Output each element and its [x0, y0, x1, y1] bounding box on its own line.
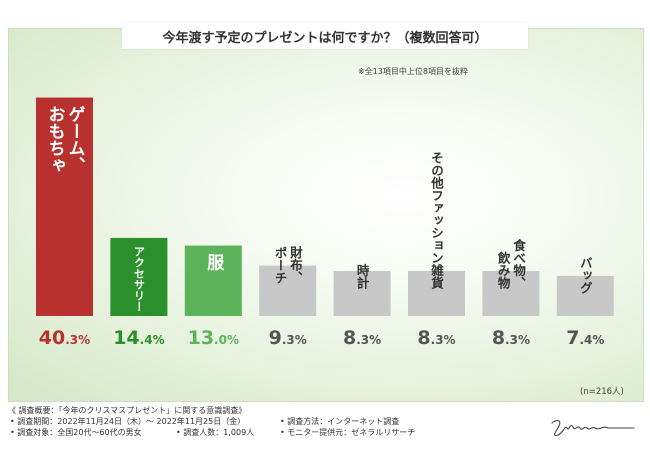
- bar-0: [36, 97, 93, 316]
- bar-label-line: ゲーム、: [65, 106, 86, 174]
- value-integer: 8: [343, 327, 356, 349]
- value-integer: 7: [566, 327, 579, 349]
- chart-note: ※全13項目中上位8項目を抜粋: [358, 67, 468, 76]
- survey-target: • 調査対象：全国20代～60代の男女: [10, 428, 142, 437]
- bar-label-line: 食べ物、: [511, 238, 526, 289]
- survey-count: • 調査人数：1,009人: [176, 428, 255, 437]
- bar-3: [259, 265, 317, 316]
- value-label-3: 9.3%: [269, 327, 307, 349]
- value-integer: 13: [188, 327, 214, 349]
- bar-2: [184, 245, 242, 316]
- value-label-6: 8.3%: [492, 327, 530, 349]
- bar-label-5: その他ファッション雑貨: [429, 152, 444, 290]
- bar-label-line: 時計: [355, 263, 370, 290]
- value-label-1: 14.4%: [113, 327, 164, 349]
- survey-name: 《 調査概要：「今年のクリスマスプレゼント」に関する意識調査》: [8, 406, 247, 415]
- sample-size-label: (n=216人): [580, 387, 624, 397]
- survey-method: • 調査方法：インターネット調査: [280, 417, 400, 426]
- bar-label-3: 財布、ポーチ: [272, 245, 303, 284]
- bar-label-line: 飲み物: [496, 251, 511, 290]
- chart-panel: [8, 28, 644, 402]
- survey-provider: • モニター提供元：ゼネラルリサーチ: [280, 428, 416, 437]
- value-integer: 8: [492, 327, 505, 349]
- bar-1: [110, 237, 168, 316]
- bar-label-line: 服: [203, 253, 224, 271]
- bar-label-line: バッグ: [578, 256, 593, 294]
- bar-label-7: バッグ: [578, 256, 593, 294]
- value-integer: 40: [39, 327, 65, 349]
- value-integer: 14: [113, 327, 139, 349]
- bar-label-line: おもちゃ: [45, 106, 65, 174]
- bar-label-2: 服: [203, 253, 224, 271]
- value-decimal: .4%: [579, 333, 604, 347]
- value-label-0: 40.3%: [39, 327, 90, 349]
- bar-7: [556, 275, 614, 316]
- bar-4: [333, 271, 391, 316]
- survey-period: • 調査期間：2022年11月24日（木）～ 2022年11月25日（金）: [10, 417, 246, 426]
- bar-label-line: その他ファッション雑貨: [429, 152, 444, 290]
- value-label-7: 7.4%: [566, 327, 604, 349]
- bar-5: [408, 271, 465, 316]
- bar-label-4: 時計: [355, 263, 370, 290]
- bar-label-line: 財布、: [288, 245, 303, 284]
- bar-label-line: アクセサリー: [132, 246, 145, 312]
- value-label-2: 13.0%: [188, 327, 239, 349]
- bar-label-1: アクセサリー: [132, 246, 145, 312]
- value-decimal: .3%: [65, 333, 90, 347]
- bar-label-line: ポーチ: [272, 245, 287, 284]
- value-decimal: .0%: [214, 333, 239, 347]
- bar-6: [482, 271, 540, 316]
- bar-label-6: 食べ物、飲み物: [496, 238, 527, 290]
- bar-label-0: ゲーム、おもちゃ: [45, 106, 86, 174]
- value-label-4: 8.3%: [343, 327, 381, 349]
- value-decimal: .3%: [356, 333, 381, 347]
- value-label-5: 8.3%: [417, 327, 455, 349]
- value-integer: 8: [417, 327, 430, 349]
- value-decimal: .3%: [431, 333, 456, 347]
- value-decimal: .4%: [140, 333, 165, 347]
- value-decimal: .3%: [282, 333, 307, 347]
- zygen-logo: [551, 420, 635, 436]
- value-decimal: .3%: [505, 333, 530, 347]
- chart-title: 今年渡す予定のプレゼントは何ですか？（複数回答可）: [122, 23, 528, 49]
- value-integer: 9: [269, 327, 282, 349]
